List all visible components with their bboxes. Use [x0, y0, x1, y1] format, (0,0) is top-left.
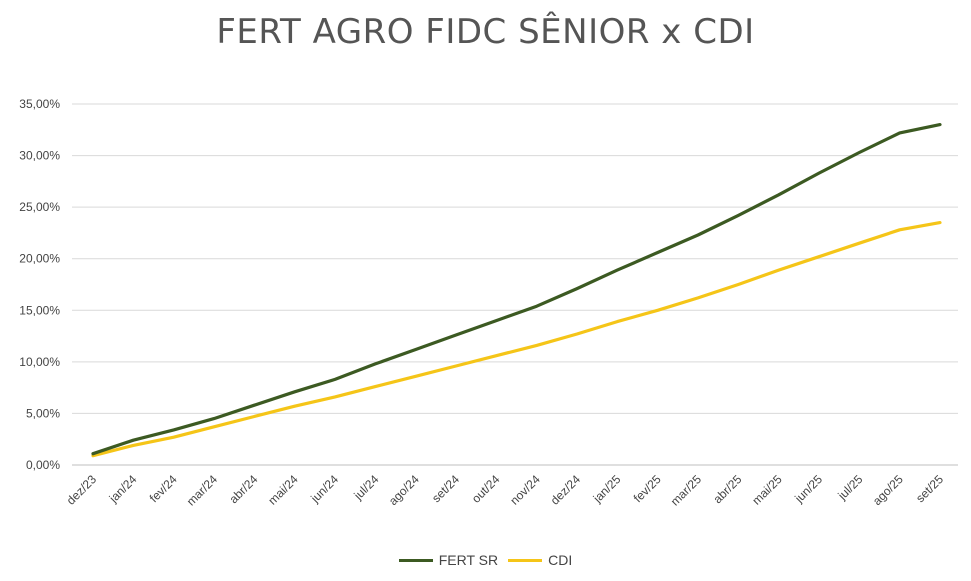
- x-tick-label: mai/24: [265, 472, 301, 508]
- x-tick-label: jan/24: [106, 472, 140, 506]
- series-lines: [91, 122, 942, 458]
- x-tick-label: fev/24: [147, 472, 180, 505]
- legend-label-cdi: CDI: [548, 552, 573, 568]
- legend-item-cdi: CDI: [508, 552, 572, 568]
- series-line-fert-sr: [91, 122, 942, 456]
- y-axis-tick-labels: 0,00% 5,00% 10,00% 15,00% 20,00% 25,00% 30,00%…: [19, 97, 60, 472]
- x-tick-label: set/24: [429, 472, 462, 505]
- y-tick-label: 15,00%: [19, 303, 60, 317]
- x-tick-label: nov/24: [507, 472, 543, 508]
- legend-swatch-cdi: [508, 558, 543, 562]
- x-tick-label: ago/24: [386, 472, 422, 508]
- y-tick-label: 5,00%: [26, 406, 60, 420]
- x-tick-label: jun/25: [791, 472, 825, 506]
- legend: FERT SR CDI: [0, 552, 971, 568]
- legend-label-fert-sr: FERT SR: [438, 552, 499, 568]
- gridlines: [72, 103, 958, 466]
- y-tick-label: 10,00%: [19, 355, 60, 369]
- x-tick-label: fev/25: [631, 472, 664, 505]
- y-tick-label: 30,00%: [19, 149, 60, 163]
- x-tick-label: abr/24: [226, 472, 260, 506]
- x-tick-label: dez/23: [64, 472, 100, 508]
- x-tick-label: jul/25: [835, 472, 866, 503]
- legend-item-fert-sr: FERT SR: [398, 552, 499, 568]
- x-tick-label: mar/24: [184, 472, 221, 509]
- series-line-cdi: [91, 221, 942, 458]
- legend-swatch-fert-sr: [398, 558, 433, 562]
- x-tick-label: mai/25: [749, 472, 785, 508]
- y-tick-label: 35,00%: [19, 97, 60, 111]
- y-tick-label: 0,00%: [26, 458, 60, 472]
- y-tick-label: 20,00%: [19, 252, 60, 266]
- x-tick-label: out/24: [469, 472, 503, 506]
- x-tick-label: jun/24: [307, 472, 341, 506]
- x-tick-label: ago/25: [870, 472, 906, 508]
- x-tick-label: set/25: [913, 472, 946, 505]
- x-tick-label: jul/24: [351, 472, 382, 503]
- chart-title: FERT AGRO FIDC SÊNIOR x CDI: [216, 12, 755, 52]
- x-tick-label: abr/25: [710, 472, 744, 506]
- x-tick-label: dez/24: [548, 472, 584, 508]
- x-tick-label: jan/25: [590, 472, 624, 506]
- y-tick-label: 25,00%: [19, 200, 60, 214]
- x-tick-label: mar/25: [668, 472, 705, 509]
- line-chart: 0,00% 5,00% 10,00% 15,00% 20,00% 25,00% 30,00%…: [19, 97, 958, 509]
- x-axis-tick-labels: dez/23 jan/24 fev/24 mar/24 abr/24 mai/24 jun/…: [64, 472, 947, 509]
